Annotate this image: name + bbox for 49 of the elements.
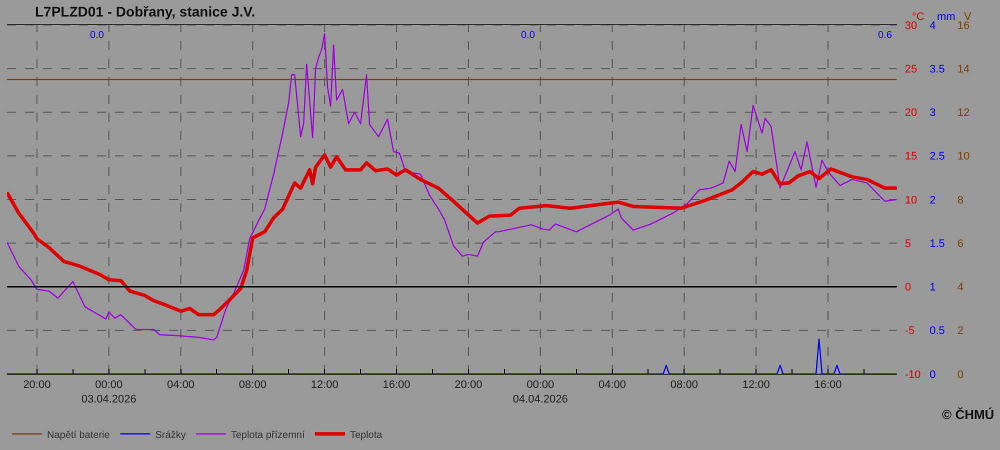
y-tick-label: -5 bbox=[904, 325, 915, 338]
y3-tick-label: 4 bbox=[957, 282, 964, 294]
y2-tick-label: 0 bbox=[930, 368, 936, 381]
y2-tick-label: 3 bbox=[930, 107, 936, 120]
y2-tick-label: 1 bbox=[930, 282, 936, 294]
y-tick-label: 20 bbox=[904, 107, 918, 120]
x-tick-label: 08:00 bbox=[238, 379, 266, 392]
x-tick-label: 00:00 03.04.2026 bbox=[81, 379, 136, 406]
y-tick-label: -10 bbox=[904, 368, 921, 381]
annotation: 0.0 bbox=[521, 30, 536, 41]
legend-label: Teplota přízemní bbox=[230, 430, 305, 441]
y2-tick-label: 4 bbox=[930, 20, 936, 32]
x-tick-label: 16:00 bbox=[382, 379, 410, 392]
legend-label: Napětí baterie bbox=[47, 430, 110, 441]
annotation: 0.6 bbox=[878, 30, 892, 41]
y2-tick-label: 0.5 bbox=[930, 325, 945, 338]
chart-title: L7PLZD01 - Dobřany, stanice J.V. bbox=[35, 4, 256, 20]
text: © ČHMÚ bbox=[942, 407, 994, 422]
y3-tick-label: 14 bbox=[957, 63, 970, 76]
x-tick-label: 08:00 bbox=[670, 379, 698, 392]
y3-tick-label: 10 bbox=[957, 150, 970, 163]
line-series bbox=[7, 153, 897, 316]
x-tick-label: 12:00 bbox=[310, 379, 338, 392]
y2-tick-label: 2 bbox=[930, 194, 936, 206]
y-tick-label: 10 bbox=[904, 194, 918, 206]
y2-axis-title: mm bbox=[937, 11, 956, 23]
x-tick-label: 16:00 bbox=[814, 379, 842, 392]
y3-tick-label: 8 bbox=[957, 194, 964, 206]
x-tick-label: 04:00 bbox=[167, 379, 195, 392]
y3-tick-label: 6 bbox=[957, 238, 964, 250]
y3-tick-label: 2 bbox=[957, 325, 964, 338]
y2-tick-label: 3.5 bbox=[930, 63, 945, 76]
x-tick-label: 20:00 bbox=[454, 379, 482, 392]
y3-tick-label: 0 bbox=[957, 368, 964, 381]
x-tick-label: 12:00 bbox=[742, 379, 770, 392]
y-tick-label: 0 bbox=[904, 282, 911, 294]
line-series bbox=[7, 33, 897, 341]
y-tick-label: 15 bbox=[904, 150, 918, 163]
y2-tick-label: 1.5 bbox=[930, 238, 945, 250]
x-tick-label: 00:00 04.04.2026 bbox=[512, 379, 568, 406]
y3-tick-label: 12 bbox=[957, 107, 970, 120]
annotation: 0.0 bbox=[90, 30, 104, 41]
y-tick-label: 25 bbox=[904, 63, 918, 76]
x-tick-label: 20:00 bbox=[23, 379, 51, 392]
legend-label: Teplota bbox=[350, 430, 383, 441]
x-tick-label: 04:00 bbox=[598, 379, 626, 392]
y2-tick-label: 2.5 bbox=[930, 150, 945, 163]
y-tick-label: 5 bbox=[904, 238, 911, 250]
legend-label: Srážky bbox=[155, 430, 186, 441]
